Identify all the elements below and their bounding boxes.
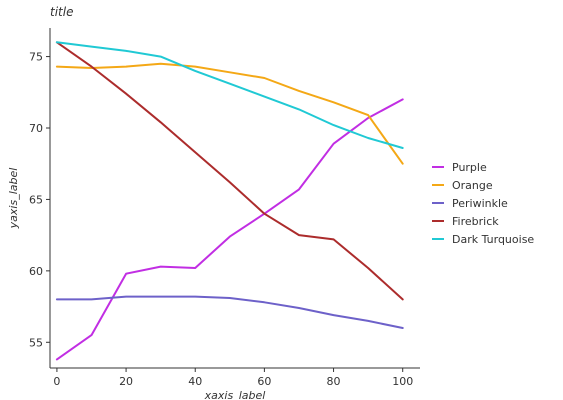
- legend-label-dark-turquoise: Dark Turquoise: [452, 233, 534, 246]
- plot-area: 55 60 65 70 75 0 20 40 60 80 100: [29, 28, 420, 388]
- series-lines: [55, 41, 404, 361]
- series-line-periwinkle: [55, 295, 404, 329]
- x-tick-label: 100: [392, 375, 413, 388]
- series-line-purple: [55, 98, 404, 361]
- y-ticks: 55 60 65 70 75: [29, 51, 50, 349]
- x-tick-label: 80: [327, 375, 341, 388]
- y-tick-label: 70: [29, 122, 43, 135]
- y-tick-label: 55: [29, 336, 43, 349]
- x-tick-label: 20: [119, 375, 133, 388]
- y-tick-label: 60: [29, 265, 43, 278]
- x-tick-label: 60: [257, 375, 271, 388]
- series-line-dark-turquoise: [55, 41, 404, 149]
- series-line-orange: [55, 62, 404, 165]
- legend-label-periwinkle: Periwinkle: [452, 197, 508, 210]
- x-tick-label: 0: [53, 375, 60, 388]
- x-ticks: 0 20 40 60 80 100: [53, 368, 413, 388]
- legend-label-orange: Orange: [452, 179, 493, 192]
- legend-label-purple: Purple: [452, 161, 487, 174]
- chart-title: title: [50, 5, 73, 19]
- legend-label-firebrick: Firebrick: [452, 215, 499, 228]
- y-axis-title: yaxis_label: [7, 168, 20, 230]
- x-axis-title: xaxis_label: [204, 389, 266, 400]
- y-tick-label: 75: [29, 51, 43, 64]
- y-tick-label: 65: [29, 193, 43, 206]
- x-tick-label: 40: [188, 375, 202, 388]
- series-line-firebrick: [55, 41, 404, 301]
- legend: Purple Orange Periwinkle Firebrick Dark Turq…: [432, 161, 534, 246]
